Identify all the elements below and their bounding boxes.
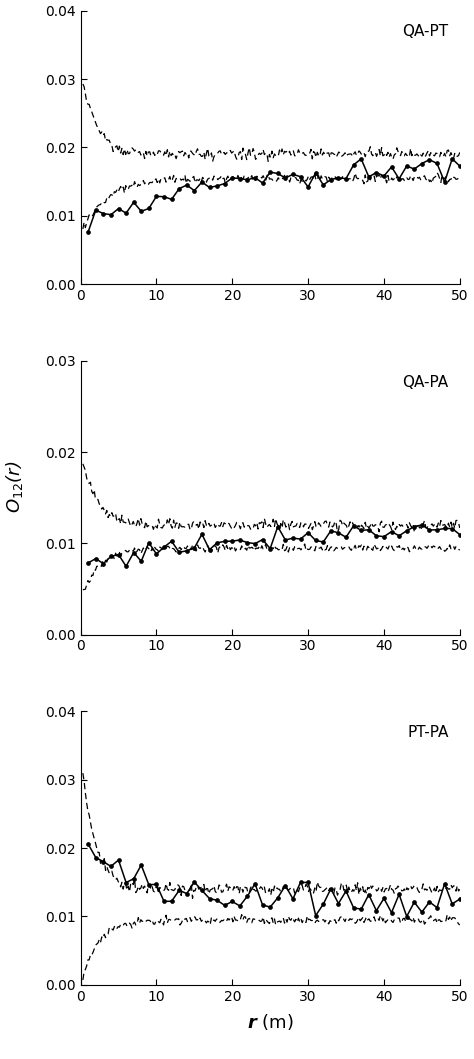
X-axis label: $\bfit{r}$ (m): $\bfit{r}$ (m) <box>247 1012 293 1033</box>
Text: QA-PT: QA-PT <box>402 24 448 39</box>
Text: $O_{12}$(r): $O_{12}$(r) <box>4 461 25 514</box>
Text: QA-PA: QA-PA <box>402 375 448 390</box>
Text: PT-PA: PT-PA <box>407 724 448 740</box>
